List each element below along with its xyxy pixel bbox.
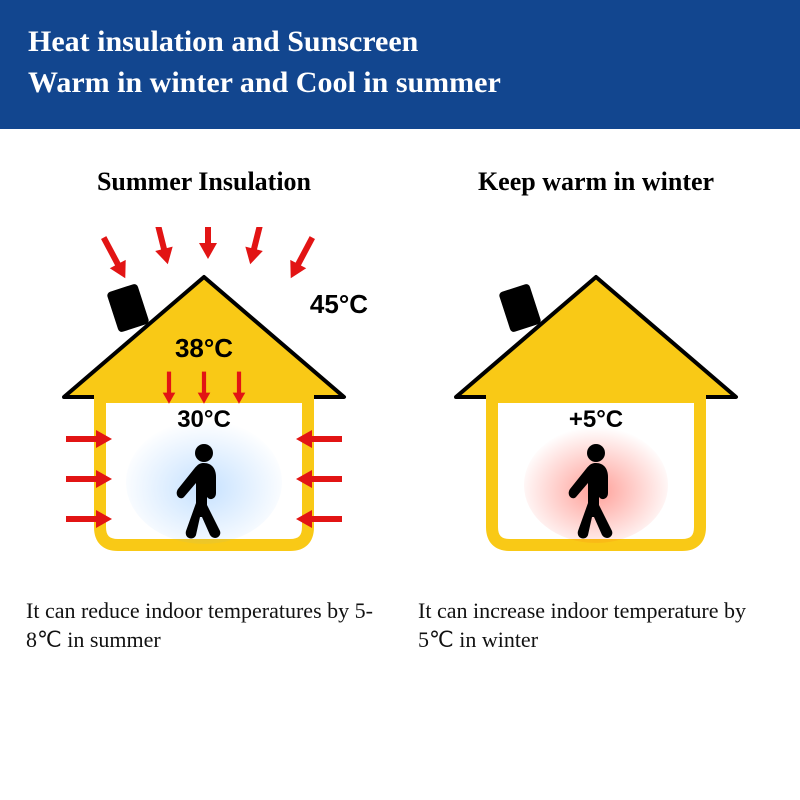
chimney-shape [498, 283, 541, 333]
panel-summer-caption: It can reduce indoor temperatures by 5-8… [20, 597, 388, 654]
heat-arrow-icon [296, 430, 342, 448]
heat-arrow-icon [283, 233, 320, 282]
heat-arrow-icon [66, 470, 112, 488]
heat-arrow-icon [66, 430, 112, 448]
heat-arrow-icon [296, 470, 342, 488]
panel-winter-title: Keep warm in winter [478, 167, 714, 197]
winter-house-diagram: +5°C [426, 227, 766, 557]
roof-shape [456, 277, 736, 397]
summer-arrows [34, 227, 374, 557]
heat-arrow-icon [96, 233, 133, 282]
panel-summer: Summer Insulation [20, 167, 388, 654]
heat-arrow-icon [233, 372, 246, 404]
header-line-2: Warm in winter and Cool in summer [28, 63, 772, 104]
panels-row: Summer Insulation [0, 129, 800, 654]
heat-arrow-icon [241, 227, 270, 266]
inside-temp-text: +5°C [569, 406, 623, 433]
heat-arrow-icon [163, 372, 176, 404]
heat-arrow-icon [198, 372, 211, 404]
heat-arrow-icon [66, 510, 112, 528]
panel-winter-caption: It can increase indoor temperature by 5℃… [412, 597, 780, 654]
panel-winter: Keep warm in winter [412, 167, 780, 654]
header-banner: Heat insulation and Sunscreen Warm in wi… [0, 0, 800, 129]
heat-arrow-icon [296, 510, 342, 528]
winter-house-svg: +5°C [426, 227, 766, 557]
summer-house-diagram: 30°C 38°C 45°C [34, 227, 374, 557]
heat-arrow-icon [199, 227, 217, 259]
panel-summer-title: Summer Insulation [97, 167, 311, 197]
header-line-1: Heat insulation and Sunscreen [28, 22, 772, 63]
heat-arrow-icon [148, 227, 177, 266]
